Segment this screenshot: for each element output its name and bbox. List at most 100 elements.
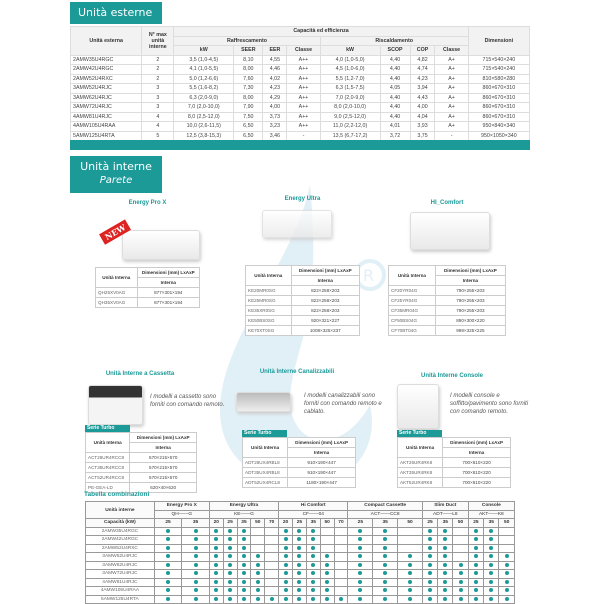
compatible-dot-icon — [443, 537, 448, 542]
product-title: Unità Interne a Cassetta — [105, 371, 175, 377]
compatible-dot-icon — [241, 554, 246, 559]
compatible-dot-icon — [228, 537, 233, 542]
compatible-dot-icon — [166, 537, 171, 542]
product-title: HI_Comfort — [430, 200, 464, 206]
cell: A+ — [434, 102, 469, 113]
group-code: CF——04 — [278, 509, 349, 519]
compatible-dot-icon — [383, 554, 388, 559]
cell: 7,50 — [233, 111, 264, 122]
table-row: 2AMW42U4RGC 2 4,1 (1,0-5,5) 8,00 4,46 A++ 4,5 … — [69, 64, 531, 75]
table-row: 2AMW42U4RGC — [85, 535, 515, 545]
combination-cell — [153, 535, 183, 545]
combination-cell — [181, 560, 210, 570]
dimensions: 570×215×570 — [129, 452, 197, 463]
compatible-dot-icon — [255, 596, 260, 601]
combination-cell — [222, 526, 238, 536]
combination-cell — [347, 535, 374, 545]
compatible-dot-icon — [311, 596, 316, 601]
table-row: QH35XV0AG 877×301×194 — [95, 297, 201, 308]
combination-cell — [421, 586, 439, 596]
indoor-dimensions-table: Unità Interna Dimensioni (mm) LxAxP Intern… — [388, 265, 507, 336]
compatible-dot-icon — [383, 596, 388, 601]
indoor-model: KE70XT0SG — [245, 325, 292, 336]
compatible-dot-icon — [255, 562, 260, 567]
combination-cell — [278, 594, 293, 604]
combination-cell — [236, 535, 252, 545]
indoor-model: AKT26UR4RK8 — [396, 457, 444, 468]
combination-cell — [421, 552, 439, 562]
combination-cell — [347, 552, 374, 562]
combination-cell — [372, 535, 399, 545]
compatible-dot-icon — [443, 562, 448, 567]
combination-cell — [250, 577, 266, 587]
cell: 6,50 — [233, 121, 264, 132]
cell: 4,01 — [379, 121, 411, 132]
compatible-dot-icon — [458, 579, 463, 584]
divider-bar — [70, 140, 530, 150]
col-unit: Unità Interna — [396, 437, 444, 458]
cell: 860×670×310 — [467, 83, 531, 94]
compatible-dot-icon — [241, 528, 246, 533]
product-title: Energy Pro X — [128, 200, 167, 206]
combination-cell — [181, 586, 210, 596]
section-title-text: Unità interne — [80, 160, 152, 173]
table-row: KE50BS0SG 920×321×227 — [245, 315, 361, 326]
compatible-dot-icon — [311, 554, 316, 559]
compatible-dot-icon — [504, 596, 509, 601]
compatible-dot-icon — [489, 596, 494, 601]
combination-cell — [278, 535, 293, 545]
combination-cell — [208, 535, 224, 545]
product-title: Unità Interne Canalizzabili — [259, 369, 335, 375]
compatible-dot-icon — [297, 537, 302, 542]
compatible-dot-icon — [166, 596, 171, 601]
cell: 860×670×310 — [467, 102, 531, 113]
combination-cell — [236, 577, 252, 587]
compatible-dot-icon — [458, 562, 463, 567]
compatible-dot-icon — [297, 545, 302, 550]
compatible-dot-icon — [358, 596, 363, 601]
cassette-image — [88, 385, 143, 425]
unit-model: 3AMW52U4RJC — [69, 83, 143, 94]
compatible-dot-icon — [297, 588, 302, 593]
dimensions: 822×258×203 — [290, 285, 361, 296]
combination-cell — [372, 560, 399, 570]
table-row: ACT52UR4RCC8 570×215×570 — [84, 472, 197, 483]
table-row: 5AMW125U4RTA 5 12,5 (3,8-15,3) 6,50 3,46-13,… — [69, 130, 531, 141]
dimensions: 1180×190×447 — [287, 477, 356, 488]
combination-cell — [397, 535, 423, 545]
cell: 4,23 — [262, 83, 288, 94]
compatible-dot-icon — [255, 571, 260, 576]
compatible-dot-icon — [193, 562, 198, 567]
indoor-model: CF20YR04G — [388, 285, 436, 296]
combination-cell — [236, 594, 252, 604]
combination-cell — [222, 552, 238, 562]
cell: 8,00 — [233, 64, 264, 75]
combination-cell — [208, 552, 224, 562]
table-row: 4AMW81U4RJC — [85, 577, 515, 587]
compatible-dot-icon — [443, 588, 448, 593]
compatible-dot-icon — [489, 571, 494, 576]
cell: 4,40 — [379, 64, 411, 75]
combination-cell — [208, 577, 224, 587]
cell: 4,00 — [409, 102, 436, 113]
compatible-dot-icon — [428, 588, 433, 593]
serie-label: Serie Turbo — [242, 430, 287, 437]
combination-cell — [467, 586, 485, 596]
combination-cell — [452, 552, 469, 562]
combination-cell — [319, 569, 335, 579]
combination-cell — [333, 586, 349, 596]
unit-model: 4AMW105U4RAA — [69, 121, 143, 132]
indoor-dimensions-table: Unità Interna Dimensioni (mm) LxAxP Intern… — [245, 265, 361, 336]
dimensions: 570×215×570 — [129, 472, 197, 483]
capacity-value: 35 — [236, 518, 252, 528]
col-dimensions: Dimensioni (mm) LxAxP — [434, 265, 507, 276]
compatible-dot-icon — [428, 579, 433, 584]
combination-cell — [291, 543, 307, 553]
cell: 4,23 — [409, 73, 436, 84]
combination-cell — [264, 586, 280, 596]
cell: 950×840×340 — [467, 121, 531, 132]
compatible-dot-icon — [283, 545, 288, 550]
combination-cell — [333, 594, 349, 604]
combination-cell — [153, 560, 183, 570]
group-code: AKT——K8 — [467, 509, 516, 519]
